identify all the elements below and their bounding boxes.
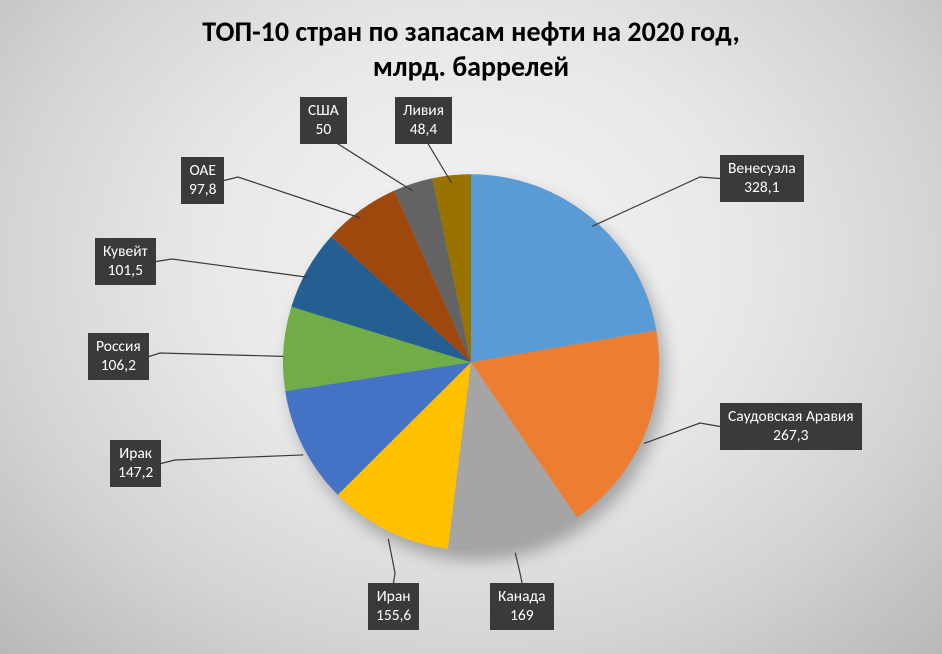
slice-label: Канада169 xyxy=(490,583,554,630)
slice-label-name: США xyxy=(308,101,339,120)
chart-container: ТОП-10 стран по запасам нефти на 2020 го… xyxy=(0,0,942,654)
slice-label: ОАЕ97,8 xyxy=(181,157,224,204)
slice-label-name: Венесуэла xyxy=(728,159,796,178)
slice-label-name: Ирак xyxy=(118,444,153,463)
pie-chart xyxy=(277,168,665,556)
slice-label-value: 169 xyxy=(498,606,546,625)
slice-label-name: ОАЕ xyxy=(189,161,216,180)
slice-label-value: 101,5 xyxy=(103,261,148,280)
slice-label: Кувейт101,5 xyxy=(95,238,156,285)
slice-label-value: 147,2 xyxy=(118,463,153,482)
slice-label-value: 50 xyxy=(308,120,339,139)
slice-label-name: Иран xyxy=(376,587,411,606)
pie-slice xyxy=(471,174,656,362)
slice-label-name: Саудовская Аравия xyxy=(728,407,854,426)
slice-label-name: Россия xyxy=(96,337,141,356)
slice-label: Ирак147,2 xyxy=(110,440,161,487)
slice-label-value: 155,6 xyxy=(376,606,411,625)
slice-label-name: Ливия xyxy=(403,101,444,120)
slice-label-value: 328,1 xyxy=(728,178,796,197)
slice-label: Россия106,2 xyxy=(88,333,149,380)
slice-label: Ливия48,4 xyxy=(395,97,452,144)
title-line-1: ТОП-10 стран по запасам нефти на 2020 го… xyxy=(202,14,739,49)
slice-label-value: 48,4 xyxy=(403,120,444,139)
chart-title: ТОП-10 стран по запасам нефти на 2020 го… xyxy=(0,0,942,84)
slice-label: Венесуэла328,1 xyxy=(720,155,804,202)
slice-label-value: 106,2 xyxy=(96,356,141,375)
slice-label: Саудовская Аравия267,3 xyxy=(720,403,862,450)
slice-label-value: 267,3 xyxy=(728,426,854,445)
slice-label: США50 xyxy=(300,97,347,144)
slice-label-value: 97,8 xyxy=(189,180,216,199)
pie-chart-area: Венесуэла328,1 Саудовская Аравия267,3 Кана… xyxy=(0,95,942,654)
slice-label-name: Канада xyxy=(498,587,546,606)
title-line-2: млрд. баррелей xyxy=(373,49,569,84)
slice-label: Иран155,6 xyxy=(368,583,419,630)
slice-label-name: Кувейт xyxy=(103,242,148,261)
